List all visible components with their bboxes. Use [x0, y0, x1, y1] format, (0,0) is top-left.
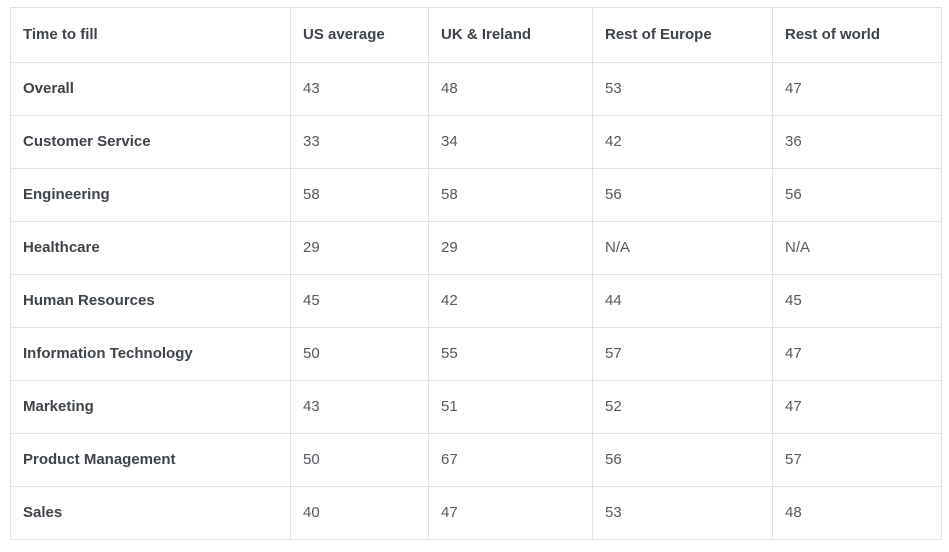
cell-value: 45 [772, 274, 942, 328]
cell-value: 29 [428, 221, 593, 275]
cell-value: 48 [772, 486, 942, 540]
cell-value: 53 [592, 62, 773, 116]
row-label: Product Management [10, 433, 291, 487]
cell-value: N/A [592, 221, 773, 275]
header-row: Time to fill US average UK & Ireland Res… [10, 7, 942, 63]
cell-value: 58 [290, 168, 429, 222]
cell-value: 42 [592, 115, 773, 169]
table-row: Marketing 43 51 52 47 [10, 380, 942, 434]
row-label: Sales [10, 486, 291, 540]
row-label: Marketing [10, 380, 291, 434]
time-to-fill-table: Time to fill US average UK & Ireland Res… [10, 7, 942, 540]
column-header-us-average: US average [290, 7, 429, 63]
cell-value: 57 [772, 433, 942, 487]
cell-value: 43 [290, 380, 429, 434]
cell-value: 47 [772, 380, 942, 434]
cell-value: 47 [772, 62, 942, 116]
time-to-fill-table-container: Time to fill US average UK & Ireland Res… [10, 7, 942, 540]
table-row: Human Resources 45 42 44 45 [10, 274, 942, 328]
cell-value: 40 [290, 486, 429, 540]
row-label: Engineering [10, 168, 291, 222]
cell-value: 34 [428, 115, 593, 169]
cell-value: 55 [428, 327, 593, 381]
table-row: Sales 40 47 53 48 [10, 486, 942, 540]
row-label: Overall [10, 62, 291, 116]
row-label: Human Resources [10, 274, 291, 328]
cell-value: 56 [592, 433, 773, 487]
column-header-rest-of-world: Rest of world [772, 7, 942, 63]
cell-value: 36 [772, 115, 942, 169]
cell-value: 53 [592, 486, 773, 540]
table-row: Overall 43 48 53 47 [10, 62, 942, 116]
column-header-uk-ireland: UK & Ireland [428, 7, 593, 63]
cell-value: 48 [428, 62, 593, 116]
cell-value: 67 [428, 433, 593, 487]
row-label: Customer Service [10, 115, 291, 169]
row-label: Healthcare [10, 221, 291, 275]
cell-value: 29 [290, 221, 429, 275]
cell-value: 47 [772, 327, 942, 381]
table-row: Engineering 58 58 56 56 [10, 168, 942, 222]
cell-value: 51 [428, 380, 593, 434]
cell-value: 42 [428, 274, 593, 328]
cell-value: 52 [592, 380, 773, 434]
column-header-rest-of-europe: Rest of Europe [592, 7, 773, 63]
table-row: Information Technology 50 55 57 47 [10, 327, 942, 381]
table-row: Healthcare 29 29 N/A N/A [10, 221, 942, 275]
cell-value: 50 [290, 327, 429, 381]
cell-value: 47 [428, 486, 593, 540]
cell-value: 33 [290, 115, 429, 169]
cell-value: 44 [592, 274, 773, 328]
cell-value: 50 [290, 433, 429, 487]
cell-value: 57 [592, 327, 773, 381]
cell-value: 58 [428, 168, 593, 222]
cell-value: 43 [290, 62, 429, 116]
row-label: Information Technology [10, 327, 291, 381]
cell-value: 56 [772, 168, 942, 222]
cell-value: 56 [592, 168, 773, 222]
cell-value: 45 [290, 274, 429, 328]
column-header-time-to-fill: Time to fill [10, 7, 291, 63]
cell-value: N/A [772, 221, 942, 275]
table-row: Customer Service 33 34 42 36 [10, 115, 942, 169]
table-row: Product Management 50 67 56 57 [10, 433, 942, 487]
